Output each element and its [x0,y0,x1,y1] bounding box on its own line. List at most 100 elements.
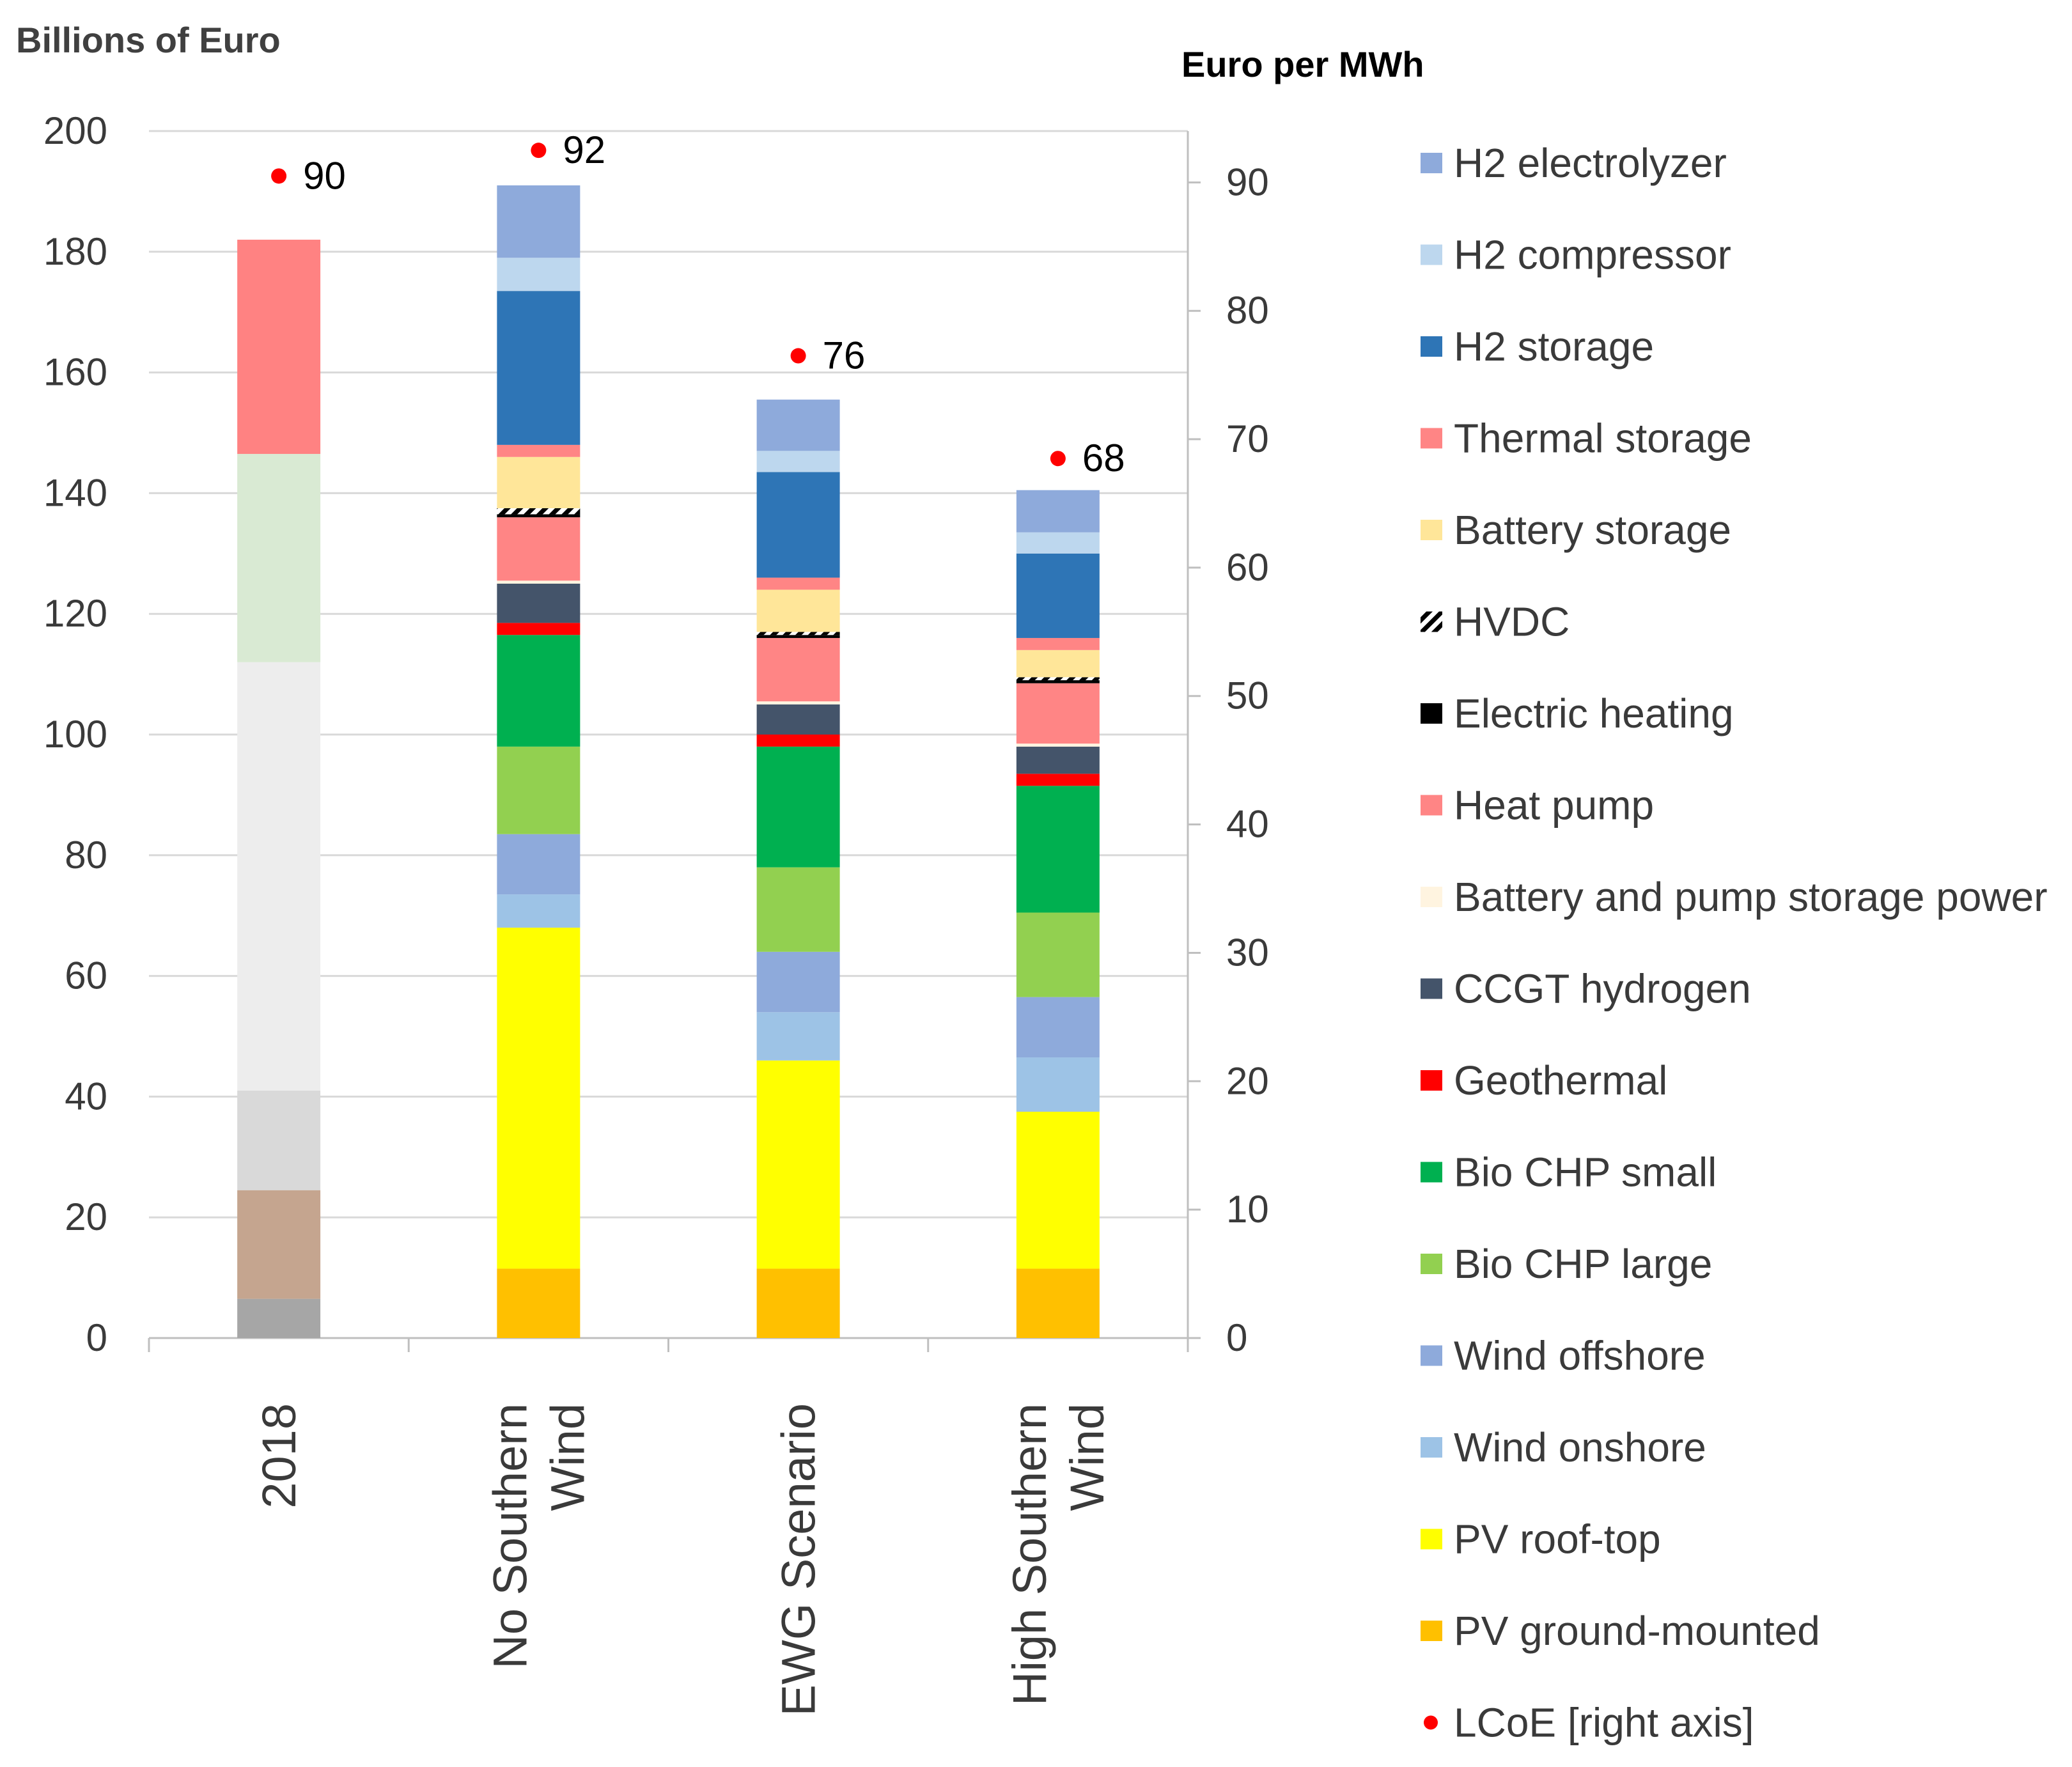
bar-segment [497,623,580,635]
bar-segment [1016,997,1100,1058]
bar-segment [1016,743,1100,747]
legend-swatch [1421,1162,1442,1183]
bar-segment [497,258,580,292]
legend-swatch [1421,428,1442,449]
y-tick-label: 60 [65,954,107,997]
y-tick-label: 80 [65,834,107,876]
bar-segment [1016,683,1100,744]
bar-segment [497,894,580,928]
bar-stack [1016,490,1100,1338]
lcoe-point [531,143,547,159]
legend-label: CCGT hydrogen [1454,966,1751,1012]
y2-tick-label: 80 [1226,289,1269,332]
legend-item: H2 storage [1421,323,1654,370]
bar-segment [497,456,580,508]
bar-segment [497,834,580,895]
y2-tick-label: 60 [1226,546,1269,589]
legend-label: Battery and pump storage power [1454,874,2048,920]
legend-item: HVDC [1421,599,1570,645]
lcoe-value-label: 92 [563,128,605,171]
bar-segment [1016,912,1100,997]
y-tick-label: 140 [43,471,107,514]
y2-tick-label: 30 [1226,931,1269,974]
legend-item: Bio CHP small [1421,1149,1717,1195]
bar-segment [497,291,580,445]
y2-tick-label: 0 [1226,1316,1247,1359]
bar-segment [756,735,840,747]
y2-tick-label: 90 [1226,160,1269,203]
bar-segment [756,951,840,1013]
legend: H2 electrolyzer H2 compressor H2 storage Th… [1421,140,2048,1746]
legend-label: Battery storage [1454,507,1731,553]
legend-item: Wind onshore [1421,1424,1706,1470]
y2-tick-label: 20 [1226,1059,1269,1102]
legend-item: Heat pump [1421,782,1654,829]
bar-segment [756,1012,840,1061]
bar-segment [1016,746,1100,774]
bar-segment [1016,1057,1100,1112]
legend-label: H2 electrolyzer [1454,140,1727,186]
bar-segment [756,589,840,632]
legend-swatch [1421,1070,1442,1091]
legend-swatch [1421,520,1442,540]
bar-segment [756,637,840,702]
bar-segment [237,1298,321,1338]
bar-segment [756,577,840,590]
y-tick-label: 200 [43,109,107,152]
legend-label: Heat pump [1454,782,1654,829]
legend-label: Bio CHP large [1454,1241,1712,1287]
legend-swatch [1421,1345,1442,1366]
bar-segment [237,1090,321,1190]
y-tick-label: 0 [86,1316,107,1359]
gridlines [149,130,1188,1218]
bar-segment [237,239,321,455]
lcoe-point [1050,451,1066,467]
y-tick-label: 40 [65,1075,107,1117]
legend-marker [1424,1715,1438,1730]
bar-segment [497,928,580,1269]
y2-tick-label: 70 [1226,417,1269,460]
legend-label: H2 compressor [1454,232,1731,278]
lcoe-point [790,348,806,364]
legend-item: CCGT hydrogen [1421,966,1751,1012]
legend-item: PV ground-mounted [1421,1608,1820,1654]
bar-stack [237,239,321,1338]
y2-axis-title: Euro per MWh [1181,44,1424,84]
bar-segment [1016,786,1100,913]
lcoe-series: 90 92 76 68 [271,128,1125,479]
bar-segment [756,704,840,735]
legend-swatch [1421,1529,1442,1550]
legend-label: PV ground-mounted [1454,1608,1820,1654]
legend-item: LCoE [right axis] [1424,1700,1754,1746]
bar-segment [1016,680,1100,683]
legend-label: LCoE [right axis] [1454,1700,1754,1746]
legend-swatch [1421,611,1442,632]
legend-swatch [1421,703,1442,724]
legend-item: Geothermal [1421,1057,1667,1103]
bar-segment [1016,1112,1100,1269]
legend-item: Battery and pump storage power [1421,874,2048,920]
lcoe-value-label: 68 [1082,437,1125,479]
category-label: Wind [541,1403,594,1511]
lcoe-value-label: 90 [303,154,346,197]
bar-segment [1016,490,1100,533]
lcoe-value-label: 76 [823,334,866,377]
bar-segment [497,517,580,581]
y-tick-label: 120 [43,592,107,635]
bar-segment [237,662,321,1091]
bar-segment [497,746,580,834]
lcoe-point [271,168,287,184]
bar-segment [1016,532,1100,554]
bar-segment [237,454,321,662]
legend-item: PV roof-top [1421,1516,1661,1562]
legend-swatch [1421,244,1442,265]
legend-label: Thermal storage [1454,416,1752,462]
legend-item: H2 compressor [1421,232,1731,278]
y-tick-label: 160 [43,351,107,394]
bar-segment [497,635,580,747]
legend-item: Battery storage [1421,507,1731,553]
bar-segment [756,635,840,638]
bar-segment [1016,553,1100,638]
y2-tick-label: 50 [1226,674,1269,717]
y-tick-label: 180 [43,230,107,273]
